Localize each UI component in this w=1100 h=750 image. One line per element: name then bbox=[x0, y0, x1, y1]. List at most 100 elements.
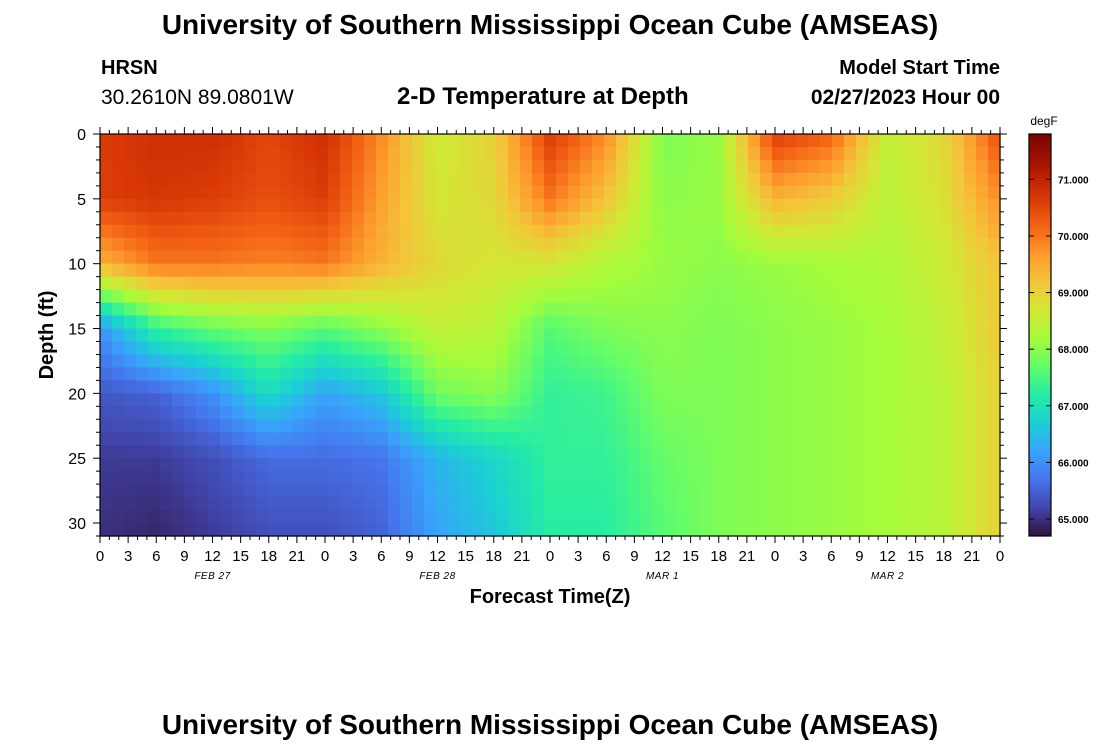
x-tick-label: 12 bbox=[879, 548, 896, 565]
heatmap-cell bbox=[964, 497, 977, 511]
heatmap-cell bbox=[268, 341, 281, 356]
heatmap-cell bbox=[784, 302, 797, 317]
heatmap-cell bbox=[628, 419, 641, 433]
heatmap-cell bbox=[880, 432, 893, 446]
heatmap-cell bbox=[844, 458, 857, 472]
heatmap-cell bbox=[568, 159, 581, 174]
heatmap-cell bbox=[232, 250, 245, 265]
heatmap-cell bbox=[724, 458, 737, 472]
heatmap-cell bbox=[268, 419, 281, 433]
heatmap-cell bbox=[616, 393, 629, 407]
heatmap-cell bbox=[352, 484, 365, 498]
heatmap-cell bbox=[844, 484, 857, 498]
heatmap-cell bbox=[124, 471, 137, 485]
heatmap-cell bbox=[124, 289, 137, 304]
heatmap-cell bbox=[748, 406, 761, 420]
x-tick-label: 0 bbox=[321, 548, 329, 565]
heatmap-cell bbox=[340, 211, 353, 226]
heatmap-cell bbox=[628, 354, 641, 369]
heatmap-cell bbox=[964, 289, 977, 304]
heatmap-cell bbox=[160, 432, 173, 446]
heatmap-cell bbox=[208, 146, 221, 161]
heatmap bbox=[100, 134, 1001, 537]
heatmap-cell bbox=[808, 354, 821, 369]
heatmap-cell bbox=[772, 224, 785, 239]
heatmap-cell bbox=[700, 341, 713, 356]
heatmap-cell bbox=[460, 510, 473, 524]
heatmap-cell bbox=[988, 497, 1001, 511]
heatmap-cell bbox=[988, 393, 1001, 407]
heatmap-cell bbox=[664, 276, 677, 291]
heatmap-cell bbox=[112, 380, 125, 394]
heatmap-cell bbox=[628, 510, 641, 524]
heatmap-cell bbox=[292, 367, 305, 381]
heatmap-cell bbox=[172, 445, 185, 459]
heatmap-cell bbox=[952, 419, 965, 433]
heatmap-cell bbox=[304, 250, 317, 265]
heatmap-cell bbox=[556, 237, 569, 252]
heatmap-cell bbox=[784, 484, 797, 498]
heatmap-cell bbox=[676, 510, 689, 524]
heatmap-cell bbox=[604, 523, 617, 537]
heatmap-cell bbox=[340, 237, 353, 252]
heatmap-cell bbox=[856, 263, 869, 278]
heatmap-cell bbox=[364, 224, 377, 239]
heatmap-cell bbox=[916, 185, 929, 200]
heatmap-cell bbox=[964, 250, 977, 265]
x-tick-label: 6 bbox=[602, 548, 610, 565]
heatmap-cell bbox=[772, 263, 785, 278]
heatmap-cell bbox=[928, 510, 941, 524]
heatmap-cell bbox=[280, 367, 293, 381]
heatmap-cell bbox=[868, 354, 881, 369]
heatmap-cell bbox=[412, 250, 425, 265]
heatmap-cell bbox=[784, 393, 797, 407]
heatmap-cell bbox=[784, 185, 797, 200]
heatmap-cell bbox=[112, 198, 125, 213]
x-tick-label: 12 bbox=[429, 548, 446, 565]
heatmap-cell bbox=[496, 211, 509, 226]
heatmap-cell bbox=[292, 458, 305, 472]
heatmap-cell bbox=[448, 302, 461, 317]
heatmap-cell bbox=[640, 315, 653, 330]
heatmap-cell bbox=[580, 276, 593, 291]
heatmap-cell bbox=[352, 146, 365, 161]
heatmap-cell bbox=[424, 367, 437, 381]
heatmap-cell bbox=[172, 510, 185, 524]
heatmap-cell bbox=[328, 471, 341, 485]
heatmap-cell bbox=[868, 263, 881, 278]
heatmap-cell bbox=[640, 393, 653, 407]
heatmap-cell bbox=[844, 185, 857, 200]
heatmap-cell bbox=[700, 185, 713, 200]
heatmap-cell bbox=[376, 354, 389, 369]
heatmap-cell bbox=[280, 315, 293, 330]
heatmap-cell bbox=[352, 523, 365, 537]
heatmap-cell bbox=[124, 237, 137, 252]
heatmap-cell bbox=[784, 367, 797, 381]
heatmap-cell bbox=[604, 406, 617, 420]
heatmap-cell bbox=[676, 497, 689, 511]
heatmap-cell bbox=[916, 263, 929, 278]
heatmap-cell bbox=[352, 406, 365, 420]
heatmap-cell bbox=[556, 367, 569, 381]
heatmap-cell bbox=[280, 159, 293, 174]
heatmap-cell bbox=[880, 510, 893, 524]
heatmap-cell bbox=[532, 367, 545, 381]
heatmap-cell bbox=[184, 172, 197, 187]
heatmap-cell bbox=[448, 211, 461, 226]
heatmap-cell bbox=[952, 289, 965, 304]
heatmap-cell bbox=[244, 328, 257, 343]
heatmap-cell bbox=[388, 237, 401, 252]
date-labels: FEB 27 FEB 28 MAR 1 MAR 2 bbox=[194, 571, 903, 582]
heatmap-cell bbox=[460, 328, 473, 343]
heatmap-cell bbox=[196, 146, 209, 161]
heatmap-cell bbox=[508, 159, 521, 174]
heatmap-cell bbox=[724, 380, 737, 394]
heatmap-cell bbox=[244, 419, 257, 433]
heatmap-cell bbox=[484, 302, 497, 317]
heatmap-cell bbox=[124, 484, 137, 498]
heatmap-cell bbox=[856, 523, 869, 537]
y-tick-label: 0 bbox=[77, 127, 86, 144]
heatmap-cell bbox=[676, 341, 689, 356]
heatmap-cell bbox=[652, 510, 665, 524]
heatmap-cell bbox=[544, 211, 557, 226]
